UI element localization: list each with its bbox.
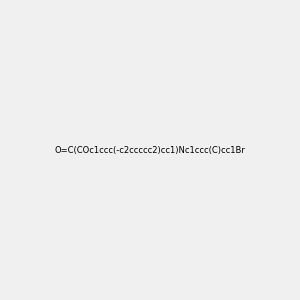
Text: O=C(COc1ccc(-c2ccccc2)cc1)Nc1ccc(C)cc1Br: O=C(COc1ccc(-c2ccccc2)cc1)Nc1ccc(C)cc1Br	[55, 146, 245, 154]
